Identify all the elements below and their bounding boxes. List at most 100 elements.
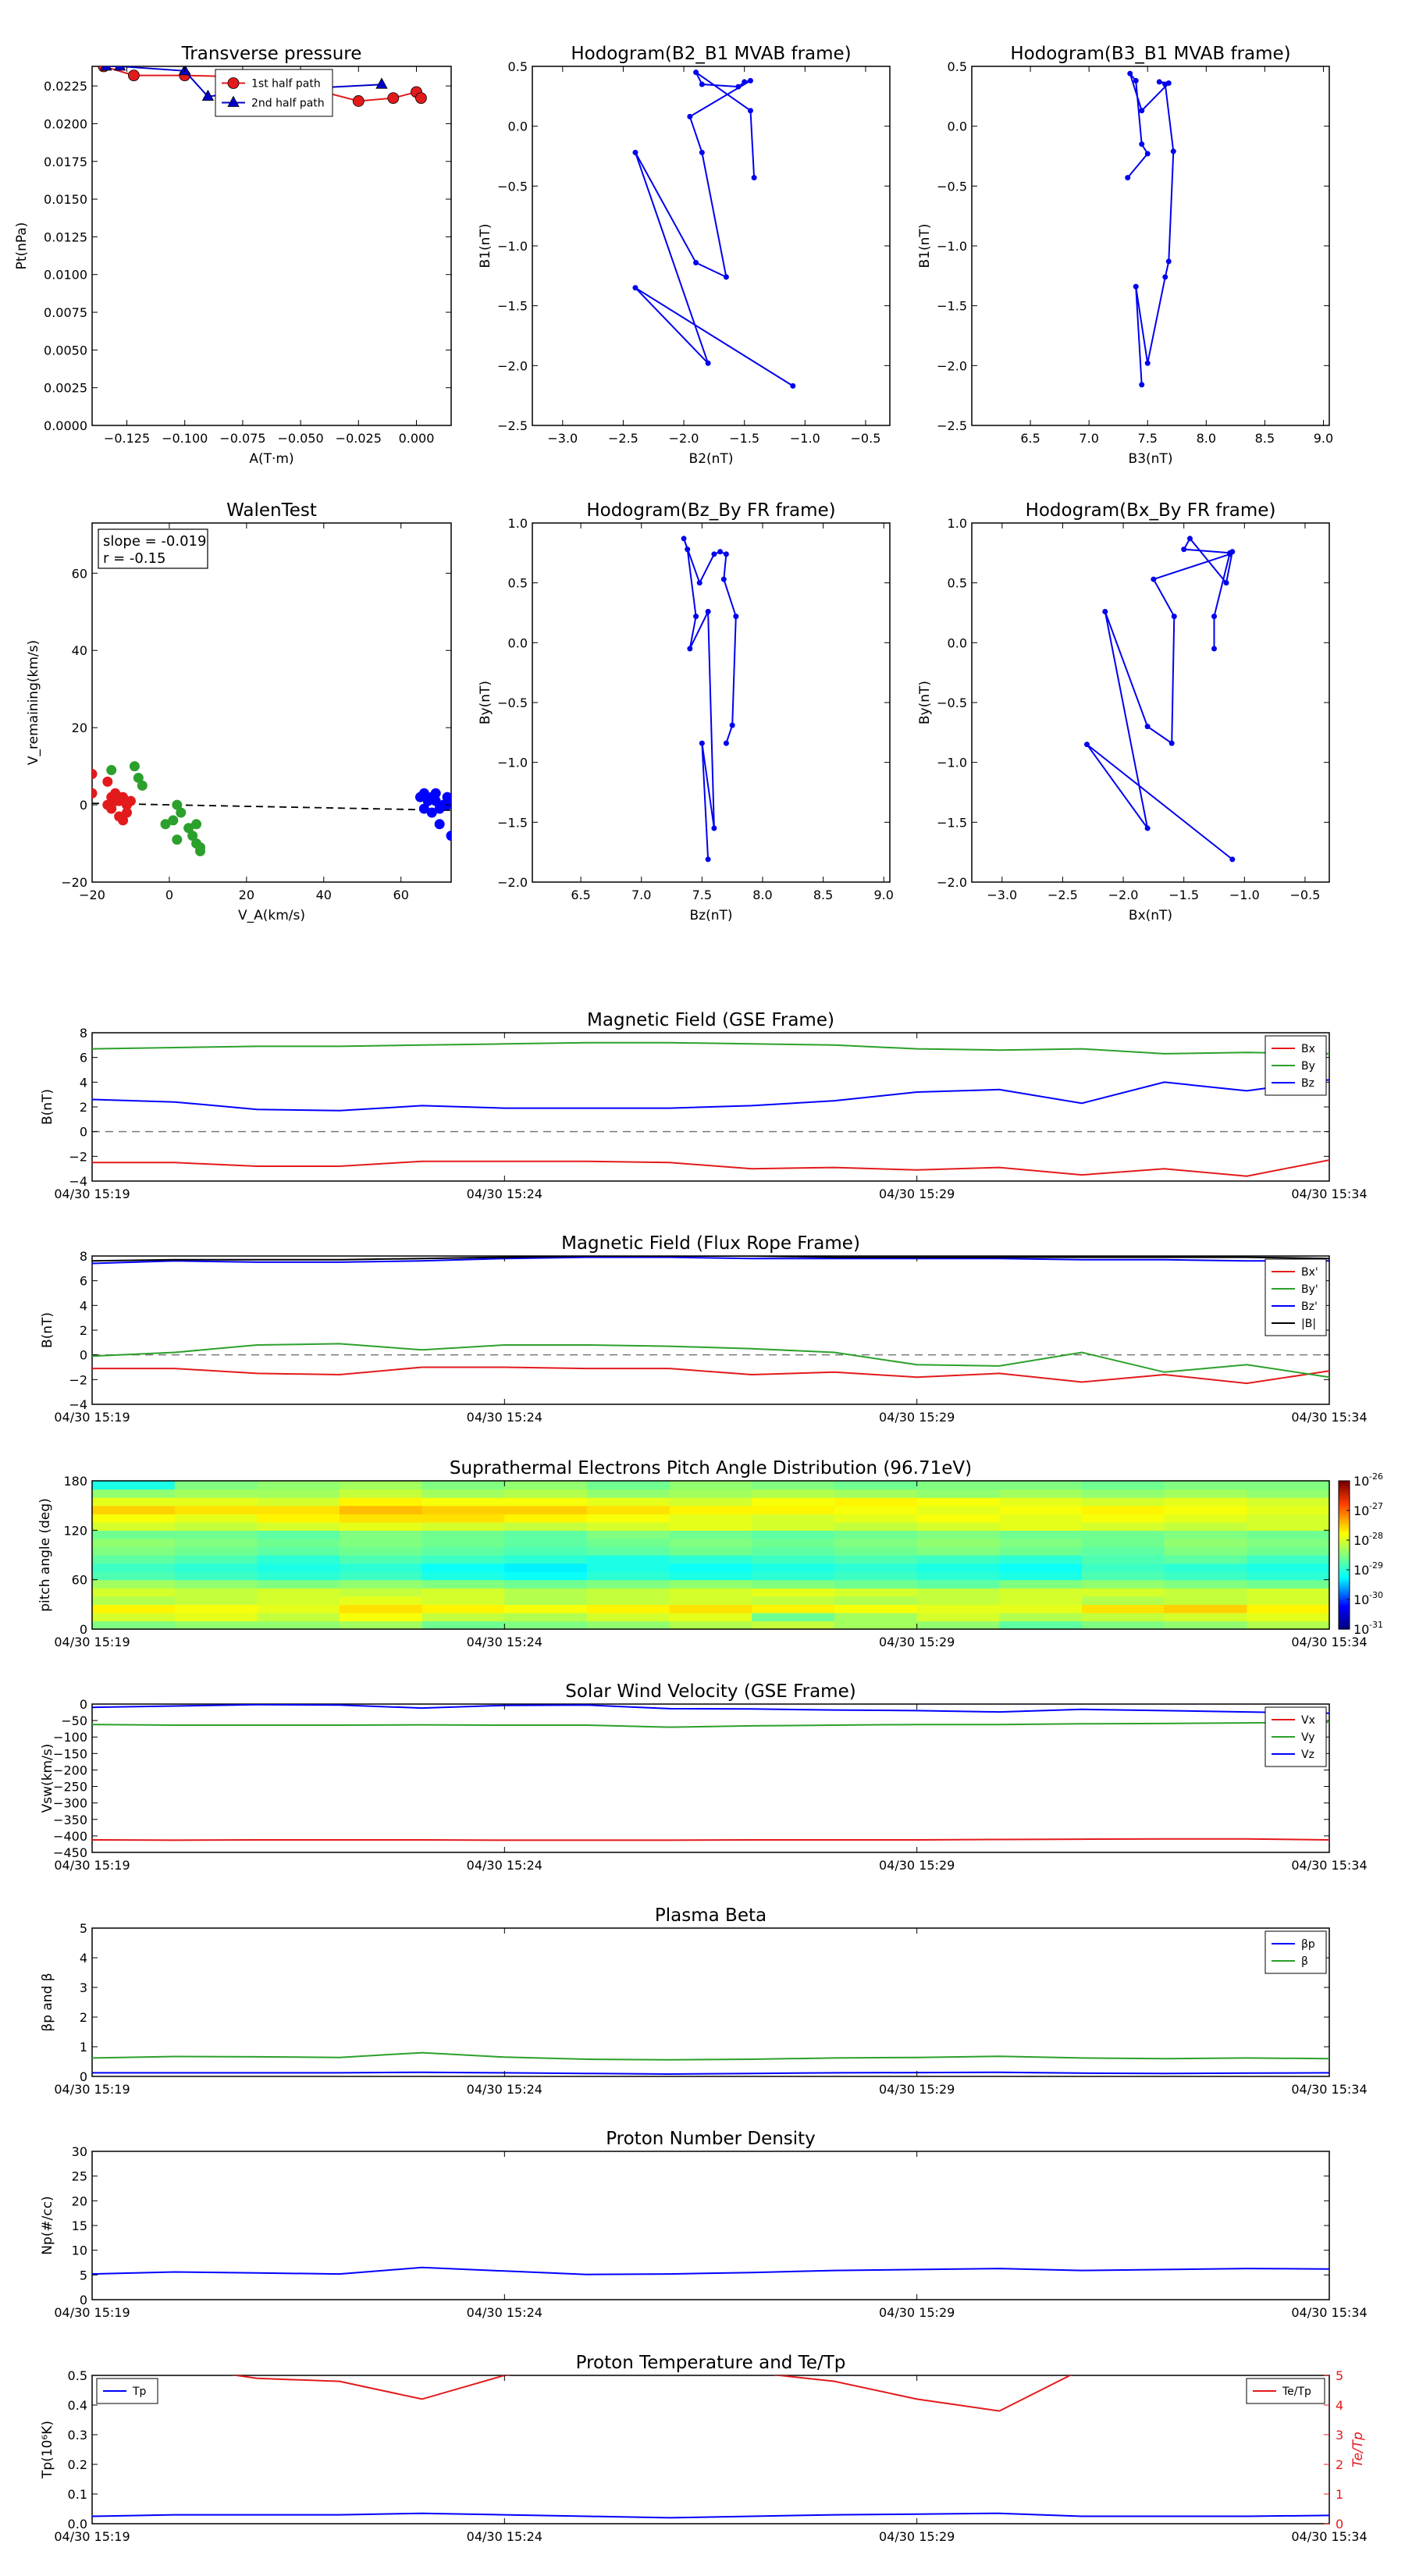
x-tick-label: −1.0 xyxy=(1229,888,1260,902)
chart-title: Proton Temperature and Te/Tp xyxy=(576,2353,846,2373)
heatmap-cell xyxy=(1164,1481,1247,1490)
heatmap-cell xyxy=(1247,1579,1330,1589)
y-tick-label: 0.1 xyxy=(68,2487,87,2502)
heatmap-cell xyxy=(587,1621,670,1630)
colorbar-segment xyxy=(1339,1587,1350,1590)
x-tick-label: 04/30 15:29 xyxy=(879,1858,955,1873)
heatmap-cell xyxy=(422,1579,505,1589)
heatmap-cell xyxy=(916,1530,1000,1539)
data-point xyxy=(1139,382,1145,388)
y-tick-label: −2.0 xyxy=(497,358,528,373)
data-point xyxy=(446,795,451,806)
y-tick-label: 0.0 xyxy=(508,119,528,134)
heatmap-cell xyxy=(999,1521,1083,1531)
colorbar-segment xyxy=(1339,1621,1350,1625)
panel-plasma-beta: 04/30 15:19 04/30 15:24 04/30 15:29 04/30 1… xyxy=(40,1905,1368,2097)
y-tick-label: 5 xyxy=(80,1921,87,1936)
y-tick-label: −0.5 xyxy=(937,179,967,194)
data-point xyxy=(415,92,427,104)
colorbar-segment xyxy=(1339,1606,1350,1610)
chart-title: Magnetic Field (Flux Rope Frame) xyxy=(561,1233,860,1254)
data-point xyxy=(1144,360,1151,366)
heatmap-cell xyxy=(174,1621,258,1630)
heatmap-cell xyxy=(999,1497,1083,1507)
x-tick-label: −20 xyxy=(79,888,105,902)
x-axis-label: A(T·m) xyxy=(249,451,293,467)
y-tick-label: 0.5 xyxy=(508,59,528,74)
colorbar-segment xyxy=(1339,1540,1350,1543)
data-point xyxy=(693,614,699,620)
colorbar-segment xyxy=(1339,1530,1350,1534)
y-tick-label: −20 xyxy=(61,875,87,890)
heatmap-cell xyxy=(999,1612,1083,1622)
heatmap-cell xyxy=(1082,1538,1165,1548)
heatmap-cell xyxy=(174,1481,258,1490)
heatmap-cell xyxy=(1164,1612,1247,1622)
y2-tick-label: 3 xyxy=(1336,2428,1343,2443)
heatmap-cell xyxy=(340,1546,423,1556)
data-point xyxy=(711,551,717,557)
legend-label: Bx xyxy=(1301,1043,1315,1055)
heatmap-cell xyxy=(257,1563,340,1572)
colorbar-segment xyxy=(1339,1619,1350,1623)
x-tick-label: 8.0 xyxy=(1197,431,1216,446)
colorbar-segment xyxy=(1339,1599,1350,1603)
x-tick-label: −0.125 xyxy=(104,431,150,446)
x-tick-label: 8.5 xyxy=(813,888,833,902)
heatmap-cell xyxy=(752,1571,835,1581)
colorbar-segment xyxy=(1339,1520,1350,1524)
heatmap-cell xyxy=(1082,1514,1165,1523)
y-tick-label: 1 xyxy=(80,2040,87,2055)
x-tick-label: 04/30 15:34 xyxy=(1291,1858,1367,1873)
heatmap-cell xyxy=(999,1588,1083,1597)
colorbar-segment xyxy=(1339,1585,1350,1588)
y-tick-label: 4 xyxy=(80,1298,87,1313)
y-tick-label: 0.0 xyxy=(68,2517,87,2532)
y-tick-label: 8 xyxy=(80,1249,87,1264)
colorbar-segment xyxy=(1339,1542,1350,1546)
colorbar-segment xyxy=(1339,1522,1350,1526)
x-tick-label: 04/30 15:34 xyxy=(1291,2529,1367,2544)
x-tick-label: 04/30 15:24 xyxy=(467,2529,542,2544)
y-tick-label: −4 xyxy=(69,1174,87,1189)
data-point xyxy=(352,95,365,107)
heatmap-cell xyxy=(752,1546,835,1556)
y-tick-label: 60 xyxy=(72,566,87,581)
colorbar-tick-exp: -27 xyxy=(1369,1501,1383,1511)
heatmap-cell xyxy=(92,1604,176,1614)
data-point xyxy=(751,175,757,181)
heatmap-cell xyxy=(752,1555,835,1564)
heatmap-cell xyxy=(669,1612,752,1622)
y-axis-label: B1(nT) xyxy=(917,224,933,269)
colorbar-segment xyxy=(1339,1589,1350,1593)
heatmap-cell xyxy=(422,1621,505,1630)
heatmap-cell xyxy=(92,1588,176,1597)
y2-tick-label: 1 xyxy=(1336,2487,1343,2502)
x-tick-label: 04/30 15:19 xyxy=(54,1410,130,1425)
y-axis-label: B(nT) xyxy=(40,1089,55,1125)
heatmap-cell xyxy=(1247,1505,1330,1514)
heatmap-cell xyxy=(999,1563,1083,1572)
colorbar-segment xyxy=(1339,1572,1350,1575)
x-tick-label: 04/30 15:19 xyxy=(54,2529,130,2544)
heatmap-cell xyxy=(587,1604,670,1614)
heatmap-cell xyxy=(1247,1546,1330,1556)
heatmap-cell xyxy=(422,1530,505,1539)
y-axis-label: Vsw(km/s) xyxy=(40,1744,55,1813)
y-axis-label: pitch angle (deg) xyxy=(37,1498,53,1612)
heatmap-cell xyxy=(1247,1555,1330,1564)
heatmap-cell xyxy=(422,1514,505,1523)
legend-label: Bx' xyxy=(1301,1266,1318,1279)
series-markers xyxy=(632,69,796,389)
heatmap-cell xyxy=(587,1579,670,1589)
heatmap-cell xyxy=(587,1521,670,1531)
data-point xyxy=(723,274,729,280)
series-line xyxy=(1086,537,1234,860)
panel-magnetic-field-flux-rope: 04/30 15:19 04/30 15:24 04/30 15:29 04/30 1… xyxy=(40,1233,1368,1425)
heatmap-cell xyxy=(752,1514,835,1523)
colorbar-segment xyxy=(1339,1510,1350,1514)
heatmap-cell xyxy=(1082,1571,1165,1581)
colorbar-segment xyxy=(1339,1567,1350,1571)
chart-title: Hodogram(B2_B1 MVAB frame) xyxy=(571,44,851,64)
